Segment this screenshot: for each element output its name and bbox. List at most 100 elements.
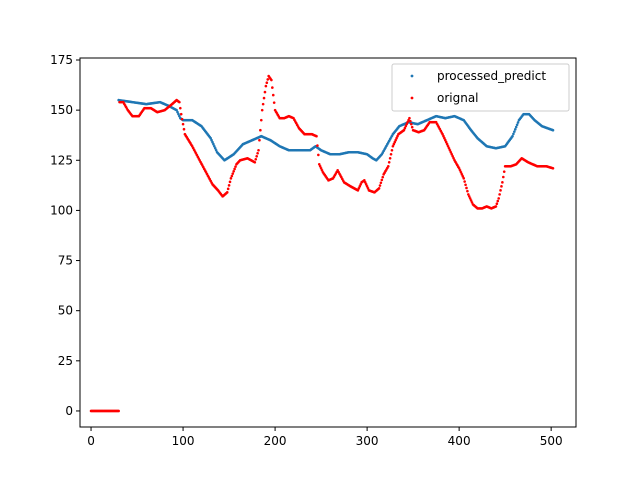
data-point-orignal — [178, 100, 181, 104]
series-orignal — [89, 74, 555, 413]
data-point-orignal — [389, 152, 393, 156]
data-point-processed-predict — [551, 128, 555, 132]
data-point-orignal — [459, 171, 463, 174]
data-point-orignal — [259, 128, 262, 132]
data-point-orignal — [445, 142, 449, 146]
data-point-orignal — [501, 181, 504, 184]
data-point-processed-predict — [175, 108, 178, 112]
data-point-orignal — [404, 124, 408, 128]
data-point-orignal — [452, 156, 455, 160]
data-point-processed-predict — [212, 142, 215, 146]
data-point-orignal — [317, 153, 320, 157]
data-point-processed-predict — [511, 134, 514, 138]
axes-frame — [79, 57, 577, 428]
data-point-orignal — [319, 167, 323, 170]
data-point-orignal — [448, 148, 452, 152]
data-point-orignal — [391, 144, 395, 148]
data-point-orignal — [467, 193, 470, 196]
data-point-processed-predict — [515, 123, 519, 127]
data-point-processed-predict — [513, 130, 516, 133]
y-tick-label: 125 — [50, 153, 73, 167]
data-point-orignal — [264, 84, 268, 88]
data-point-orignal — [234, 165, 237, 168]
x-tick-label: 100 — [172, 434, 195, 448]
data-point-orignal — [179, 106, 182, 110]
data-point-processed-predict — [214, 148, 218, 152]
data-point-orignal — [231, 172, 235, 175]
y-tick-label: 0 — [65, 404, 73, 418]
data-point-processed-predict — [516, 121, 520, 124]
data-point-orignal — [266, 78, 270, 81]
data-point-orignal — [496, 199, 500, 203]
data-point-orignal — [462, 177, 466, 180]
x-tick-label: 500 — [540, 434, 563, 448]
data-point-orignal — [315, 134, 318, 138]
data-point-orignal — [388, 156, 392, 160]
x-tick-label: 200 — [264, 434, 287, 448]
data-point-orignal — [446, 144, 450, 148]
data-point-orignal — [387, 160, 391, 164]
data-point-orignal — [450, 152, 454, 156]
data-point-orignal — [441, 132, 444, 136]
series-processed-predict — [117, 98, 555, 162]
data-point-orignal — [466, 189, 469, 193]
data-point-orignal — [444, 138, 447, 142]
data-point-orignal — [226, 187, 230, 191]
data-point-orignal — [255, 154, 258, 158]
data-point-orignal — [320, 169, 324, 172]
data-point-orignal — [499, 189, 502, 192]
data-point-orignal — [444, 140, 448, 144]
data-point-processed-predict — [209, 136, 212, 140]
data-point-processed-predict — [512, 132, 515, 136]
data-point-orignal — [393, 140, 397, 144]
y-tick-label: 175 — [50, 53, 73, 67]
data-point-orignal — [377, 187, 381, 190]
data-point-orignal — [380, 178, 384, 182]
data-point-orignal — [379, 181, 383, 185]
data-point-orignal — [457, 167, 461, 170]
data-point-orignal — [402, 128, 406, 132]
legend-marker-processed-predict — [410, 74, 414, 78]
data-point-orignal — [502, 175, 505, 179]
data-point-processed-predict — [213, 146, 217, 150]
data-point-orignal — [233, 167, 236, 171]
data-point-orignal — [260, 108, 264, 112]
data-point-orignal — [265, 81, 269, 85]
x-tick-label: 400 — [448, 434, 471, 448]
data-point-orignal — [358, 185, 362, 188]
data-point-orignal — [317, 162, 321, 166]
data-point-orignal — [443, 136, 446, 140]
y-tick-label: 50 — [58, 304, 73, 318]
data-point-orignal — [502, 170, 506, 173]
data-point-orignal — [378, 184, 382, 187]
data-point-orignal — [359, 183, 362, 186]
data-point-orignal — [447, 146, 451, 150]
data-point-orignal — [409, 119, 412, 123]
data-point-orignal — [395, 136, 398, 140]
x-tick-label: 0 — [87, 434, 95, 448]
data-point-orignal — [467, 195, 471, 198]
data-point-orignal — [232, 170, 235, 173]
data-point-orignal — [461, 175, 465, 178]
data-point-orignal — [464, 183, 467, 187]
data-point-orignal — [229, 177, 233, 180]
data-point-orignal — [230, 174, 234, 178]
data-point-orignal — [381, 175, 385, 179]
data-point-orignal — [181, 122, 185, 126]
data-point-orignal — [363, 181, 367, 184]
data-point-orignal — [179, 112, 183, 116]
data-point-orignal — [465, 186, 468, 190]
data-point-orignal — [356, 189, 360, 192]
data-point-orignal — [365, 185, 369, 188]
data-point-orignal — [357, 187, 361, 190]
legend-label-processed-predict: processed_predict — [437, 69, 546, 83]
data-point-orignal — [500, 185, 503, 188]
data-point-orignal — [366, 187, 370, 190]
data-point-orignal — [494, 205, 498, 208]
data-point-processed-predict — [178, 114, 181, 118]
legend: processed_predict orignal — [391, 63, 570, 112]
data-point-orignal — [228, 180, 232, 184]
data-point-orignal — [271, 86, 274, 89]
